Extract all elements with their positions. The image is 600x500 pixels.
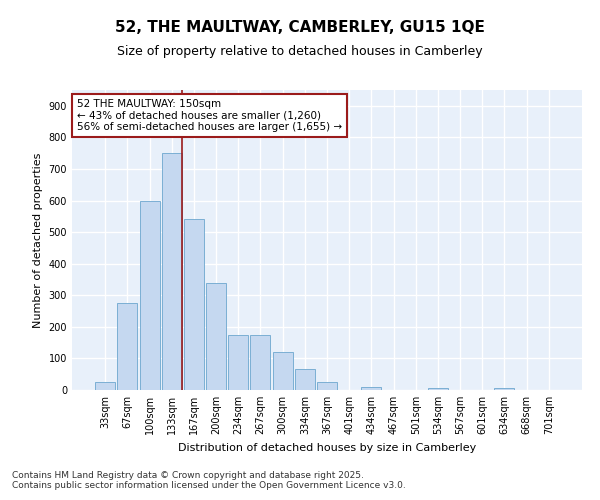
Bar (228, 334, 248, 390)
Bar (317, 382, 337, 390)
Text: 52 THE MAULTWAY: 150sqm
← 43% of detached houses are smaller (1,260)
56% of semi: 52 THE MAULTWAY: 150sqm ← 43% of detache… (77, 99, 342, 132)
Bar (206, 282, 226, 390)
Text: Contains HM Land Registry data © Crown copyright and database right 2025.
Contai: Contains HM Land Registry data © Crown c… (12, 470, 406, 490)
Bar (361, 387, 382, 390)
Bar (184, 220, 204, 390)
Bar (272, 352, 293, 390)
Text: Size of property relative to detached houses in Camberley: Size of property relative to detached ho… (117, 45, 483, 58)
Text: 52, THE MAULTWAY, CAMBERLEY, GU15 1QE: 52, THE MAULTWAY, CAMBERLEY, GU15 1QE (115, 20, 485, 35)
Bar (250, 334, 271, 390)
Bar (140, 200, 160, 390)
Bar (494, 388, 514, 390)
X-axis label: Distribution of detached houses by size in Camberley: Distribution of detached houses by size … (178, 442, 476, 452)
Y-axis label: Number of detached properties: Number of detached properties (33, 152, 43, 328)
Bar (295, 370, 315, 390)
Bar (162, 153, 182, 390)
Bar (428, 388, 448, 390)
Bar (118, 303, 137, 390)
Bar (95, 382, 115, 390)
